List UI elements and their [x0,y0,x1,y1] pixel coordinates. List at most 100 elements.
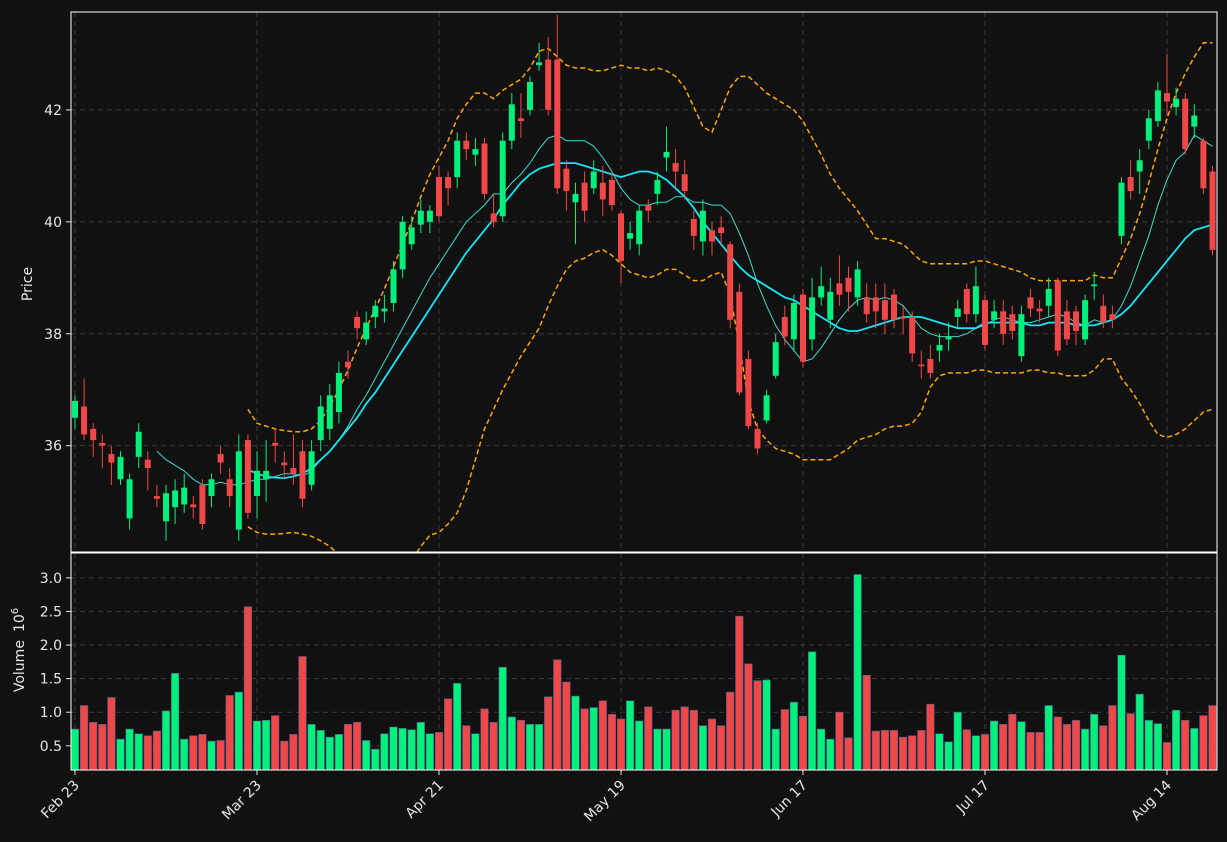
volume-bar [935,733,944,770]
candle-body [727,244,734,320]
volume-bar [944,741,953,770]
volume-bar [953,711,962,770]
candle-body [536,62,543,66]
y2-tick-label: 2.0 [40,638,62,654]
candle-body [763,395,770,421]
y-tick-label: 42 [44,103,62,119]
candle-body [372,305,379,317]
volume-bar [653,728,662,770]
volume-bar [389,726,398,770]
volume-bar [443,698,453,770]
volume-bar [161,710,171,770]
volume-bar [152,730,162,770]
candle-body [781,316,788,337]
candle-body [772,342,779,376]
candle-body [572,193,579,203]
overlay-line [247,42,1213,433]
candle-body [1036,308,1043,312]
candle-body [681,174,688,192]
candle-body [381,308,388,312]
candle-body [1109,314,1116,320]
candle-body [1182,98,1189,150]
candle-body [663,151,670,158]
volume-bar [89,722,98,770]
candle-body [809,297,816,340]
volume-bar [835,711,844,770]
y2-scale-exponent: 6 [10,608,21,614]
y2-tick-label: 0.5 [40,739,62,755]
volume-bar [189,735,198,770]
volume-bar [525,724,535,770]
volume-bar [434,732,444,770]
candle-body [709,230,715,242]
candle-body [1145,118,1152,141]
candle-body [408,227,415,245]
volume-bar [1190,728,1199,770]
volume-bar [371,748,380,770]
candle-body [1073,311,1079,331]
candle-body [390,269,397,303]
candle-body [1136,160,1143,172]
candle-body [354,316,361,329]
candle-body [517,118,524,122]
volume-bar [352,722,362,770]
y2-axis-label: Volume 106 [10,608,28,692]
volume-bar [1008,713,1017,770]
y2-tick-label: 2.5 [40,604,62,620]
candle-body [636,210,643,245]
volume-bar [498,666,507,770]
candle-body [936,344,943,351]
volume-bar [234,691,243,770]
candle-body [827,291,834,320]
candle-body [745,358,752,427]
volume-bar [898,736,908,770]
volume-bar [744,663,753,770]
volume-bar [1035,732,1044,770]
volume-bar [489,722,498,770]
volume-bar [1062,724,1071,770]
volume-bar [753,680,762,770]
y2-tick-label: 1.5 [40,672,62,688]
volume-bar [962,729,971,770]
candle-body [854,269,861,298]
candle-body [1154,90,1161,122]
volume-bar [644,706,653,770]
candle-body [226,479,233,497]
candle-body [872,297,879,312]
volume-bar [1135,693,1144,770]
candle-body [954,308,961,317]
candle-body [1018,314,1025,357]
volume-bar [334,734,344,770]
candle-body [618,213,624,262]
volume-bar [316,730,325,770]
volume-bar [680,706,689,770]
volume-bar [1126,713,1135,770]
candle-body [172,490,179,508]
y2-tick-label: 3.0 [40,571,62,587]
candle-body [81,406,88,435]
volume-bar [180,738,189,770]
candle-body [790,302,797,340]
price-frame [70,11,1218,553]
volume-bar [880,730,889,770]
volume-bar [1090,713,1099,770]
candle-body [863,297,870,315]
volume-bar [971,735,980,770]
volume-bar [271,715,280,770]
volume-bar [1108,705,1117,770]
candle-body [281,462,288,466]
volume-bar [425,733,435,770]
y-tick-label: 40 [44,215,62,231]
volume-bar [98,724,107,770]
candle-body [1127,177,1134,192]
volume-bar [726,691,735,770]
volume-bar [771,728,780,770]
volume-bar [107,697,116,770]
volume-panel [71,574,1217,770]
candle-body [263,470,270,480]
candle-body [317,406,324,441]
volume-bar [917,730,926,770]
y2-tick-label: 1.0 [40,705,62,721]
